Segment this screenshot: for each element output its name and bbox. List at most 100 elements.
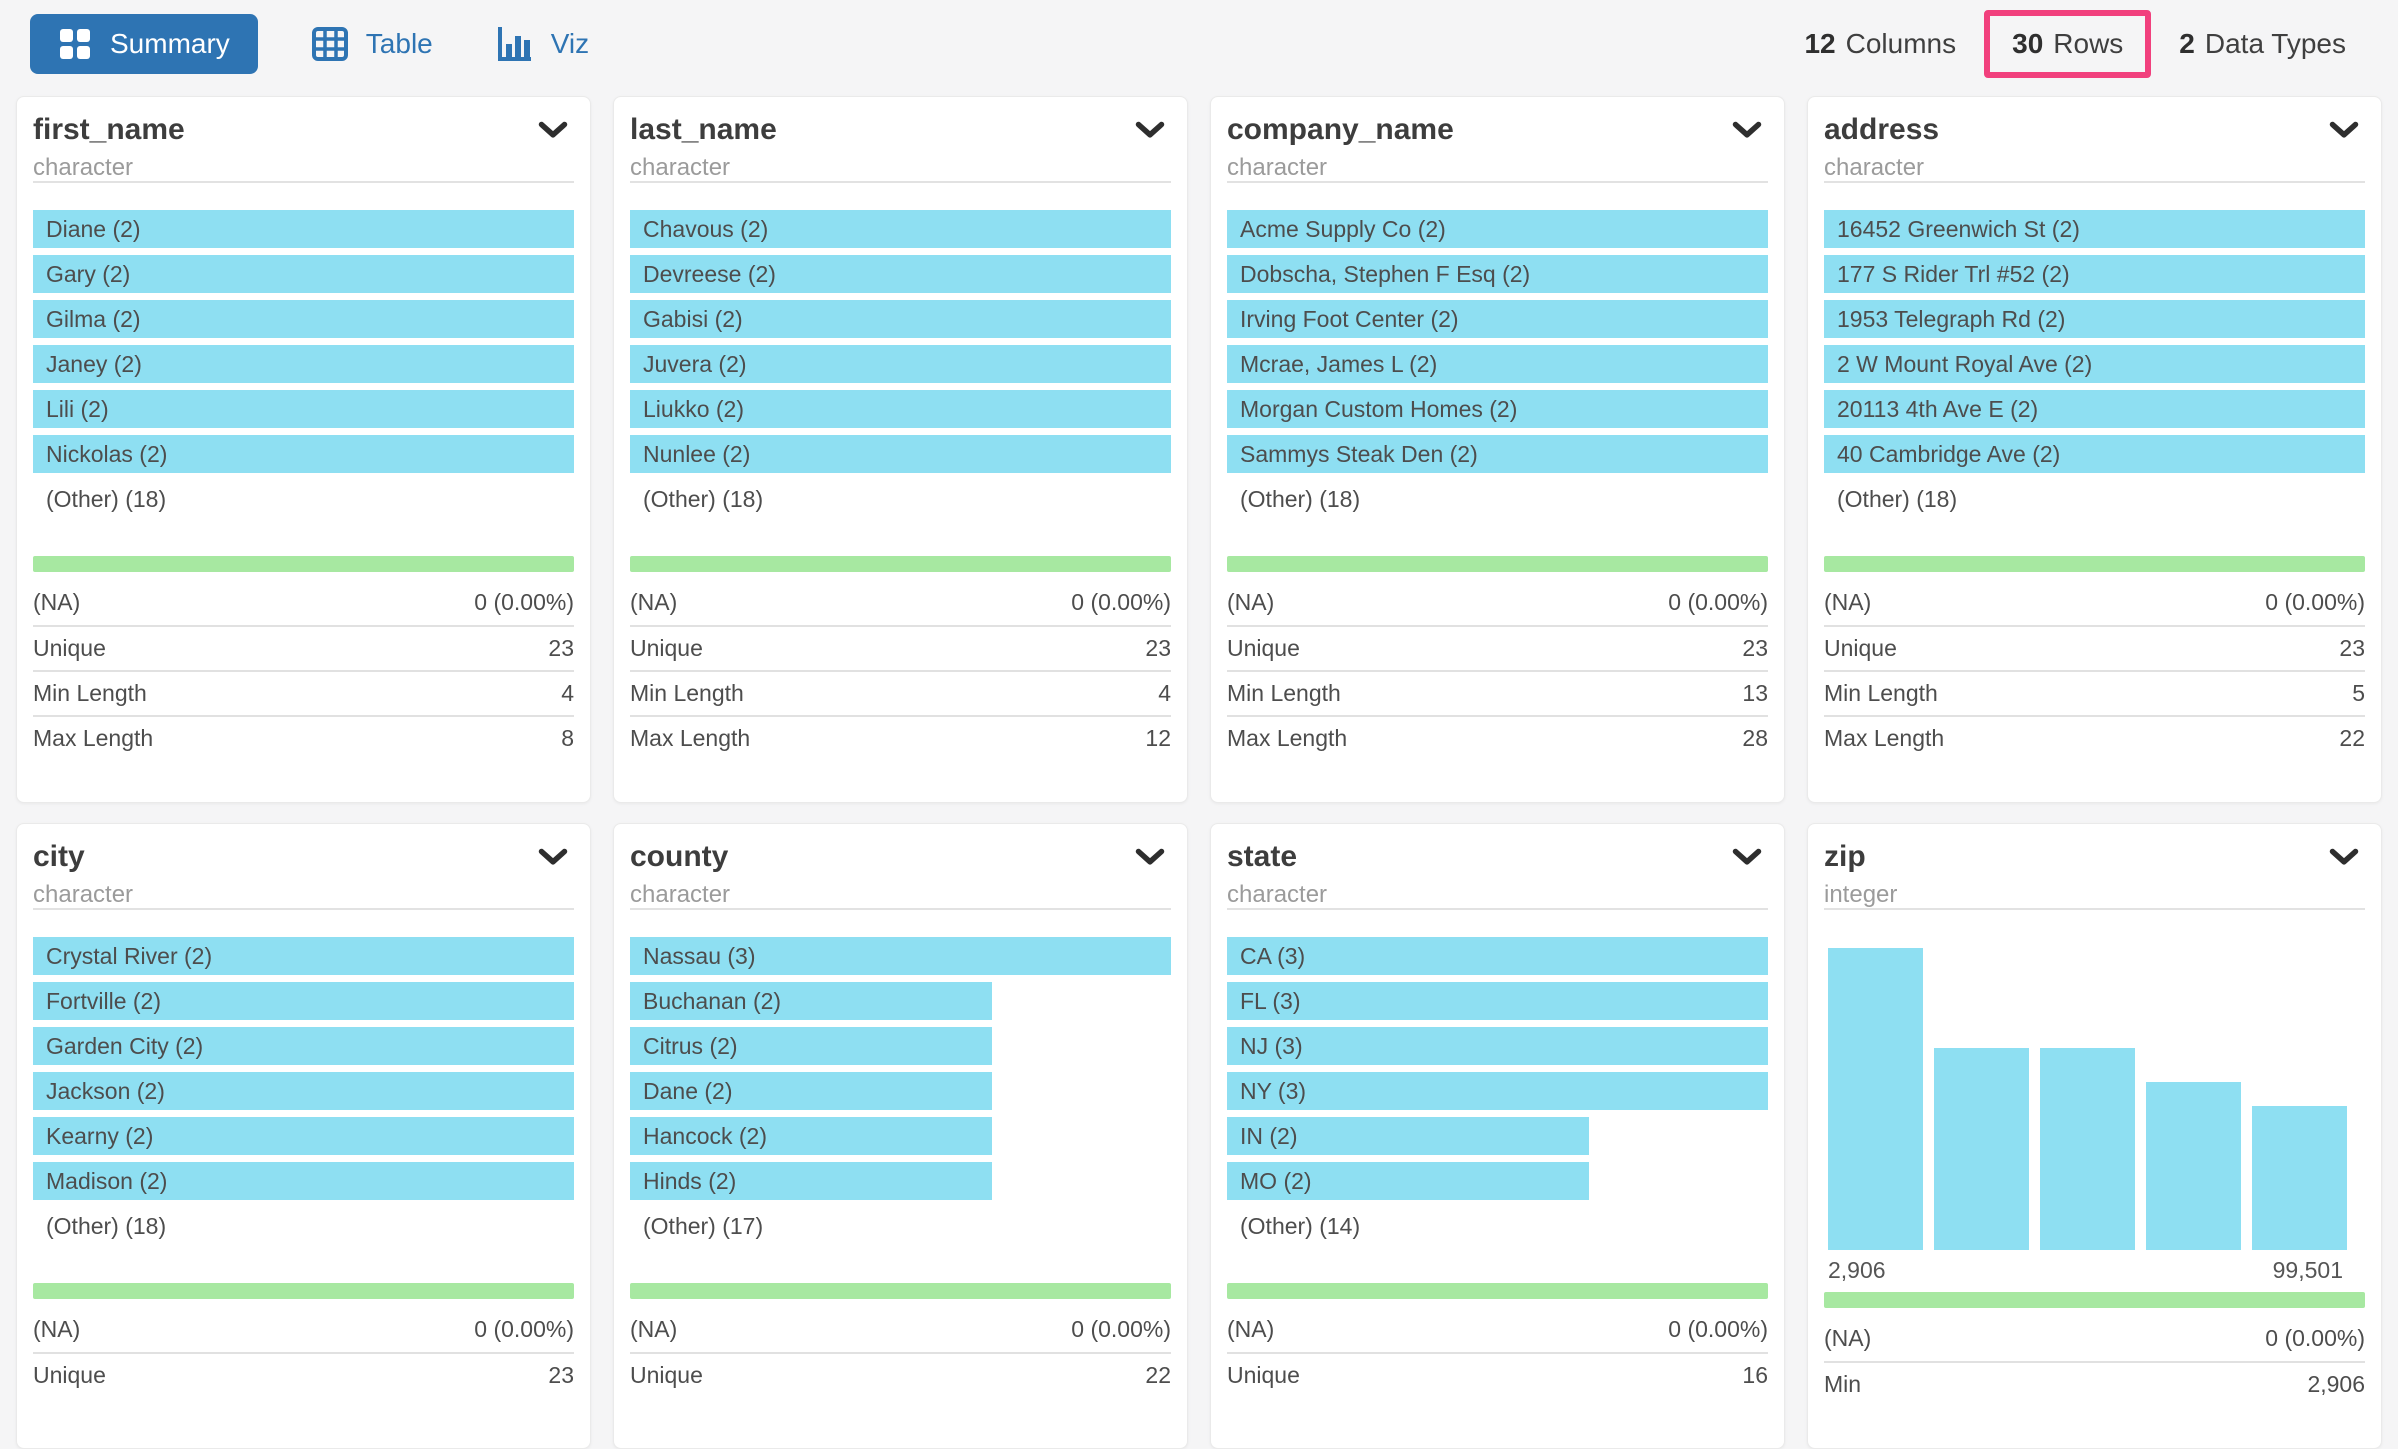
chevron-down-icon[interactable] bbox=[1135, 121, 1165, 145]
completeness-bar bbox=[1227, 1283, 1768, 1299]
frequency-list: Nassau (3) Buchanan (2) Citrus (2) Dane (2)… bbox=[630, 937, 1171, 1245]
value-bar-label: Mcrae, James L (2) bbox=[1240, 351, 1438, 377]
value-bar-label: Jackson (2) bbox=[46, 1078, 165, 1104]
tab-table[interactable]: Table bbox=[302, 15, 443, 73]
column-type: integer bbox=[1824, 881, 1898, 908]
stats-table: (NA) 0 (0.00%) Unique 23 Min Length 4 Max Leng… bbox=[33, 580, 574, 760]
stat-label: (NA) bbox=[630, 589, 678, 615]
chevron-down-icon[interactable] bbox=[538, 121, 568, 145]
tab-viz[interactable]: Viz bbox=[487, 14, 599, 74]
value-bar-row: 1953 Telegraph Rd (2) bbox=[1824, 300, 2365, 338]
value-bar-fill bbox=[33, 255, 574, 293]
stat-label: Max Length bbox=[1824, 725, 1945, 751]
value-bar-row: FL (3) bbox=[1227, 982, 1768, 1020]
value-bar-row: Kearny (2) bbox=[33, 1117, 574, 1155]
value-bar-fill bbox=[630, 937, 1171, 975]
value-bar-label: Gabisi (2) bbox=[643, 306, 743, 332]
summary-cards-grid: first_name character Diane (2) Gary (2) Gi… bbox=[0, 96, 2398, 1449]
value-bar-row: Devreese (2) bbox=[630, 255, 1171, 293]
column-card: address character 16452 Greenwich St (2)… bbox=[1807, 96, 2382, 803]
chevron-down-icon[interactable] bbox=[1135, 848, 1165, 872]
stat-label: Min Length bbox=[1824, 680, 1938, 706]
stat-label: (NA) bbox=[1227, 589, 1275, 615]
column-card: county character Nassau (3) Buchanan (2) C… bbox=[613, 823, 1188, 1449]
stat-value: 28 bbox=[1742, 725, 1768, 751]
value-bar-label: 16452 Greenwich St (2) bbox=[1837, 216, 2080, 242]
stat-label: Min bbox=[1824, 1371, 1862, 1397]
column-card-body: 16452 Greenwich St (2) 177 S Rider Trl #5… bbox=[1808, 210, 2381, 802]
value-bar-label: Sammys Steak Den (2) bbox=[1240, 441, 1478, 467]
value-bar-row: Madison (2) bbox=[33, 1162, 574, 1200]
value-bar-label: (Other) (18) bbox=[1240, 486, 1361, 512]
stat-value: 0 (0.00%) bbox=[2265, 1325, 2365, 1351]
column-card-body: 2,906 99,501 (NA) 0 (0.00%) Min 2,906 bbox=[1808, 948, 2381, 1448]
stat-value: 16 bbox=[1742, 1362, 1768, 1388]
value-bar-row: Garden City (2) bbox=[33, 1027, 574, 1065]
stat-label: Min Length bbox=[33, 680, 147, 706]
histogram-bar bbox=[1828, 948, 1923, 1250]
toolbar: Summary Table bbox=[0, 0, 2398, 96]
value-bar-label: 1953 Telegraph Rd (2) bbox=[1837, 306, 2066, 332]
completeness-bar bbox=[33, 1283, 574, 1299]
column-name: county bbox=[630, 840, 729, 873]
stat-value: 23 bbox=[1145, 635, 1171, 661]
value-bar-label: Garden City (2) bbox=[46, 1033, 204, 1059]
chevron-down-icon[interactable] bbox=[1732, 121, 1762, 145]
value-bar-row: Gary (2) bbox=[33, 255, 574, 293]
value-bar-row: 40 Cambridge Ave (2) bbox=[1824, 435, 2365, 473]
value-bar-fill bbox=[1824, 435, 2365, 473]
stat-value: 23 bbox=[548, 1362, 574, 1388]
value-bar-label: NY (3) bbox=[1240, 1078, 1307, 1104]
value-bar-row: Nassau (3) bbox=[630, 937, 1171, 975]
value-bar-row: Gilma (2) bbox=[33, 300, 574, 338]
chevron-down-icon[interactable] bbox=[538, 848, 568, 872]
value-bar-row: NJ (3) bbox=[1227, 1027, 1768, 1065]
stat-value: 23 bbox=[2339, 635, 2365, 661]
tab-summary[interactable]: Summary bbox=[30, 14, 258, 74]
value-bar-fill bbox=[33, 1072, 574, 1110]
column-card-body: Chavous (2) Devreese (2) Gabisi (2) Juvera … bbox=[614, 210, 1187, 802]
value-bar-row: Dane (2) bbox=[630, 1072, 1171, 1110]
column-type: character bbox=[630, 881, 731, 908]
value-bar-fill bbox=[630, 435, 1171, 473]
stat-value: 5 bbox=[2352, 680, 2365, 706]
column-card-body: Crystal River (2) Fortville (2) Garden Cit… bbox=[17, 937, 590, 1439]
meta-label: Columns bbox=[1845, 28, 1957, 59]
stat-label: Min Length bbox=[630, 680, 744, 706]
value-bar-fill bbox=[630, 345, 1171, 383]
stat-value: 23 bbox=[548, 635, 574, 661]
chevron-down-icon[interactable] bbox=[2329, 848, 2359, 872]
stat-value: 0 (0.00%) bbox=[1668, 589, 1768, 615]
column-name: last_name bbox=[630, 113, 777, 146]
value-bar-label: (Other) (18) bbox=[643, 486, 764, 512]
value-bar-label: Hinds (2) bbox=[643, 1168, 737, 1194]
stat-value: 4 bbox=[1158, 680, 1171, 706]
stat-row: (NA) 0 (0.00%) bbox=[1824, 1316, 2365, 1361]
value-bar-row: (Other) (18) bbox=[630, 480, 1171, 518]
column-card: first_name character Diane (2) Gary (2) Gi… bbox=[16, 96, 591, 803]
stat-row: Unique 23 bbox=[33, 625, 574, 670]
stat-value: 2,906 bbox=[2307, 1371, 2365, 1397]
value-bar-row: Nickolas (2) bbox=[33, 435, 574, 473]
value-bar-fill bbox=[33, 390, 574, 428]
value-bar-row: 2 W Mount Royal Ave (2) bbox=[1824, 345, 2365, 383]
stat-label: Max Length bbox=[33, 725, 154, 751]
stat-row: (NA) 0 (0.00%) bbox=[1227, 580, 1768, 625]
chevron-down-icon[interactable] bbox=[2329, 121, 2359, 145]
value-bar-label: Irving Foot Center (2) bbox=[1240, 306, 1459, 332]
column-name: company_name bbox=[1227, 113, 1454, 146]
column-type: character bbox=[33, 881, 134, 908]
chevron-down-icon[interactable] bbox=[1732, 848, 1762, 872]
value-bar-row: CA (3) bbox=[1227, 937, 1768, 975]
stat-row: (NA) 0 (0.00%) bbox=[1824, 580, 2365, 625]
histogram bbox=[1828, 948, 2347, 1250]
stat-value: 8 bbox=[561, 725, 574, 751]
value-bar-row: Gabisi (2) bbox=[630, 300, 1171, 338]
value-bar-fill bbox=[33, 982, 574, 1020]
value-bar-fill bbox=[630, 982, 993, 1020]
column-card: city character Crystal River (2) Fortvill… bbox=[16, 823, 591, 1449]
value-bar-label: Nickolas (2) bbox=[46, 441, 168, 467]
stat-label: Min Length bbox=[1227, 680, 1341, 706]
histogram-bar bbox=[2146, 1082, 2241, 1250]
frequency-list: Chavous (2) Devreese (2) Gabisi (2) Juvera … bbox=[630, 210, 1171, 518]
